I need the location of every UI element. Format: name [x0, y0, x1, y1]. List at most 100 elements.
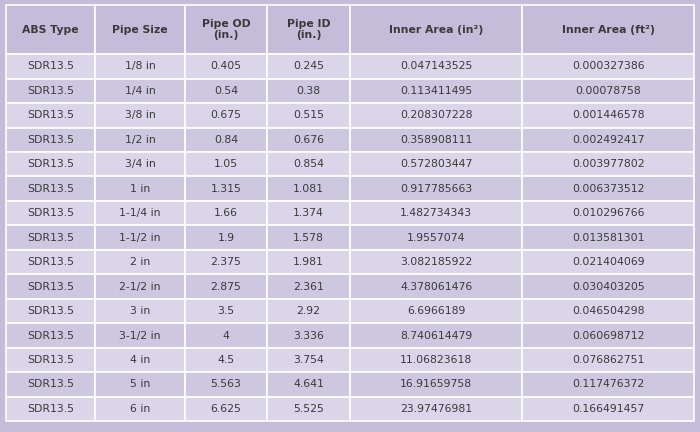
- Text: 1.9: 1.9: [218, 233, 234, 243]
- Bar: [267, 299, 350, 323]
- Bar: [185, 299, 267, 323]
- Bar: [522, 79, 694, 103]
- Bar: [185, 274, 267, 299]
- Text: 3.336: 3.336: [293, 330, 324, 340]
- Text: 1.315: 1.315: [211, 184, 241, 194]
- Bar: [95, 372, 185, 397]
- Bar: [6, 274, 95, 299]
- Bar: [185, 348, 267, 372]
- Text: SDR13.5: SDR13.5: [27, 110, 74, 120]
- Bar: [185, 226, 267, 250]
- Text: 0.676: 0.676: [293, 135, 324, 145]
- Text: Pipe OD
(in.): Pipe OD (in.): [202, 19, 251, 41]
- Text: 0.572803447: 0.572803447: [400, 159, 473, 169]
- Text: 5 in: 5 in: [130, 379, 150, 390]
- Bar: [185, 372, 267, 397]
- Text: 1.374: 1.374: [293, 208, 324, 218]
- Text: 0.117476372: 0.117476372: [572, 379, 645, 390]
- Text: 6.625: 6.625: [211, 404, 241, 414]
- Bar: [522, 152, 694, 177]
- Bar: [185, 152, 267, 177]
- Text: Inner Area (in²): Inner Area (in²): [389, 25, 483, 35]
- Bar: [522, 372, 694, 397]
- Text: 0.917785663: 0.917785663: [400, 184, 473, 194]
- Text: 0.046504298: 0.046504298: [572, 306, 645, 316]
- Text: 0.358908111: 0.358908111: [400, 135, 473, 145]
- Text: 0.003977802: 0.003977802: [572, 159, 645, 169]
- Text: 6.6966189: 6.6966189: [407, 306, 466, 316]
- Bar: [267, 372, 350, 397]
- Bar: [522, 127, 694, 152]
- Bar: [267, 103, 350, 127]
- Text: 1.482734343: 1.482734343: [400, 208, 473, 218]
- Bar: [350, 177, 522, 201]
- Bar: [267, 54, 350, 79]
- Bar: [267, 323, 350, 348]
- Text: 1.05: 1.05: [214, 159, 238, 169]
- Text: 4.5: 4.5: [218, 355, 234, 365]
- Text: 0.515: 0.515: [293, 110, 324, 120]
- Bar: [267, 177, 350, 201]
- Bar: [350, 54, 522, 79]
- Bar: [522, 226, 694, 250]
- Bar: [185, 201, 267, 226]
- Bar: [350, 5, 522, 54]
- Bar: [522, 54, 694, 79]
- Bar: [185, 54, 267, 79]
- Text: 3.5: 3.5: [218, 306, 234, 316]
- Text: 0.675: 0.675: [211, 110, 241, 120]
- Bar: [95, 274, 185, 299]
- Text: ABS Type: ABS Type: [22, 25, 78, 35]
- Bar: [6, 54, 95, 79]
- Text: 6 in: 6 in: [130, 404, 150, 414]
- Bar: [267, 152, 350, 177]
- Bar: [350, 348, 522, 372]
- Text: 0.000327386: 0.000327386: [572, 61, 645, 71]
- Text: 5.525: 5.525: [293, 404, 324, 414]
- Bar: [6, 103, 95, 127]
- Bar: [95, 127, 185, 152]
- Text: 8.740614479: 8.740614479: [400, 330, 473, 340]
- Text: 23.97476981: 23.97476981: [400, 404, 473, 414]
- Bar: [6, 397, 95, 421]
- Text: Pipe ID
(in.): Pipe ID (in.): [287, 19, 330, 41]
- Bar: [522, 274, 694, 299]
- Bar: [95, 201, 185, 226]
- Text: 0.060698712: 0.060698712: [572, 330, 645, 340]
- Bar: [267, 250, 350, 274]
- Bar: [185, 397, 267, 421]
- Bar: [522, 323, 694, 348]
- Text: 3 in: 3 in: [130, 306, 150, 316]
- Text: 2.375: 2.375: [211, 257, 241, 267]
- Text: 3-1/2 in: 3-1/2 in: [119, 330, 161, 340]
- Bar: [185, 177, 267, 201]
- Text: 0.245: 0.245: [293, 61, 324, 71]
- Text: SDR13.5: SDR13.5: [27, 404, 74, 414]
- Text: 1.578: 1.578: [293, 233, 324, 243]
- Bar: [6, 250, 95, 274]
- Bar: [6, 201, 95, 226]
- Text: 0.047143525: 0.047143525: [400, 61, 473, 71]
- Text: 11.06823618: 11.06823618: [400, 355, 473, 365]
- Text: 1.66: 1.66: [214, 208, 238, 218]
- Text: 4.641: 4.641: [293, 379, 324, 390]
- Bar: [522, 348, 694, 372]
- Text: 0.006373512: 0.006373512: [572, 184, 645, 194]
- Text: Inner Area (ft²): Inner Area (ft²): [562, 25, 654, 35]
- Text: 1/8 in: 1/8 in: [125, 61, 155, 71]
- Bar: [95, 152, 185, 177]
- Bar: [350, 250, 522, 274]
- Text: 5.563: 5.563: [211, 379, 241, 390]
- Bar: [95, 177, 185, 201]
- Bar: [522, 250, 694, 274]
- Bar: [6, 348, 95, 372]
- Text: 1/2 in: 1/2 in: [125, 135, 155, 145]
- Bar: [6, 5, 95, 54]
- Text: 4: 4: [223, 330, 230, 340]
- Text: 3/4 in: 3/4 in: [125, 159, 155, 169]
- Text: 4.378061476: 4.378061476: [400, 282, 473, 292]
- Bar: [267, 348, 350, 372]
- Bar: [267, 226, 350, 250]
- Bar: [267, 5, 350, 54]
- Bar: [185, 79, 267, 103]
